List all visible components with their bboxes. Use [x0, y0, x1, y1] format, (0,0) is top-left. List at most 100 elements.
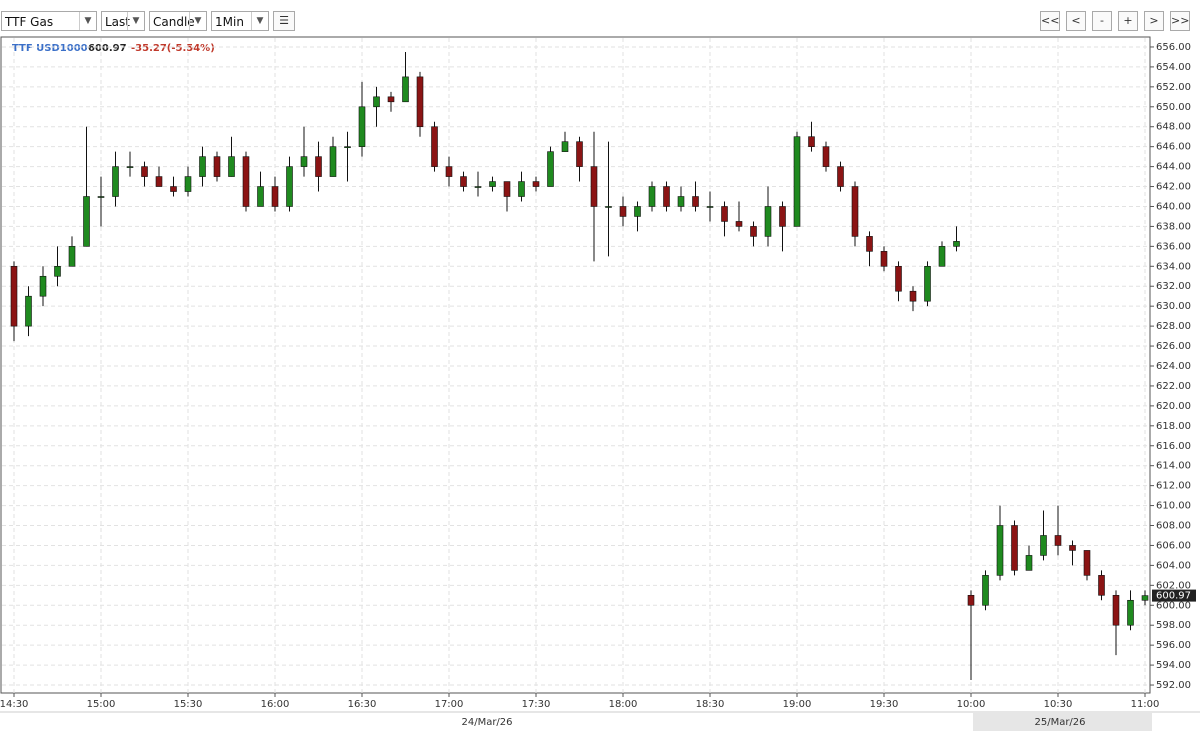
candle-body [967, 594, 975, 606]
candle-body [474, 186, 482, 188]
candle-body [460, 176, 467, 187]
candle-body [286, 166, 293, 207]
candle-body [373, 96, 380, 108]
candle-body [735, 221, 743, 227]
y-tick-label: 604.00 [1156, 560, 1191, 571]
candle-body [257, 186, 264, 207]
candle-body [39, 275, 47, 297]
candle-body [242, 156, 250, 207]
date-label: 25/Mar/26 [1034, 717, 1085, 728]
candle-body [329, 146, 337, 177]
y-tick-label: 618.00 [1156, 421, 1191, 432]
candle-body [692, 196, 699, 207]
candle-body [416, 76, 424, 128]
nav-button[interactable]: + [1118, 11, 1138, 31]
y-tick-label: 642.00 [1156, 182, 1191, 193]
candle-body [170, 186, 177, 192]
y-tick-label: 614.00 [1156, 461, 1191, 472]
candle-body [402, 76, 409, 103]
candle-body [431, 126, 438, 167]
y-tick-label: 654.00 [1156, 62, 1191, 73]
candle-body [141, 166, 148, 177]
candle-body [126, 166, 134, 168]
candle-body [1011, 525, 1018, 571]
candle-body [576, 141, 583, 167]
candle-body [996, 525, 1004, 576]
y-tick-label: 646.00 [1156, 142, 1191, 153]
nav-button[interactable]: < [1066, 11, 1086, 31]
symbol-select[interactable]: TTF Gas ▼ [1, 11, 97, 31]
x-tick-label: 10:30 [1044, 699, 1073, 710]
candle-body [938, 246, 946, 267]
y-tick-label: 594.00 [1156, 660, 1191, 671]
candle-body [909, 290, 917, 302]
x-tick-label: 16:00 [261, 699, 290, 710]
candle-body [1054, 535, 1062, 546]
candle-body [97, 196, 105, 198]
date-label: 24/Mar/26 [461, 717, 512, 728]
y-tick-label: 648.00 [1156, 122, 1191, 133]
table-button[interactable]: ☰ [273, 11, 295, 31]
plot-frame [0, 36, 1151, 694]
x-tick-label: 18:30 [696, 699, 725, 710]
day-band [973, 713, 1152, 731]
candle-body [721, 206, 728, 222]
nav-button[interactable]: >> [1170, 11, 1190, 31]
candle-body [953, 241, 960, 247]
toolbar: TTF Gas ▼ Last ▼ Candle ▼ 1Min ▼ ☰ << < - + > >> [0, 0, 1200, 37]
nav-button[interactable]: > [1144, 11, 1164, 31]
candle-body [634, 206, 641, 217]
candle-body [924, 266, 931, 302]
field-text: Last [105, 15, 130, 29]
y-tick-label: 602.00 [1156, 580, 1191, 591]
candle-body [518, 181, 525, 197]
y-tick-label: 640.00 [1156, 201, 1191, 212]
candle-body [300, 156, 308, 167]
interval-select[interactable]: 1Min ▼ [211, 11, 269, 31]
candle-body [793, 136, 801, 227]
candle-body [648, 186, 656, 207]
candle-body [228, 156, 235, 177]
candle-body [271, 186, 279, 207]
candle-body [184, 176, 192, 192]
y-tick-label: 656.00 [1156, 42, 1191, 53]
y-tick-label: 636.00 [1156, 241, 1191, 252]
candle-body [1112, 594, 1120, 626]
nav-button[interactable]: << [1040, 11, 1060, 31]
candle-body [837, 166, 844, 187]
y-tick-label: 600.00 [1156, 600, 1191, 611]
candle-body [112, 166, 119, 197]
candle-body [619, 206, 627, 217]
candle-body [590, 166, 598, 207]
style-text: Candle [153, 15, 195, 29]
y-tick-label: 606.00 [1156, 540, 1191, 551]
nav-button[interactable]: - [1092, 11, 1112, 31]
last-price-box [1152, 589, 1196, 602]
last-price: 600.97 [88, 43, 127, 54]
x-tick-label: 17:30 [522, 699, 551, 710]
style-select[interactable]: Candle ▼ [149, 11, 207, 31]
y-tick-label: 598.00 [1156, 620, 1191, 631]
field-select[interactable]: Last ▼ [101, 11, 145, 31]
candle-body [83, 196, 90, 247]
candle-body [344, 146, 351, 148]
candle-body [605, 206, 612, 208]
candle-body [895, 266, 902, 292]
y-tick-label: 638.00 [1156, 221, 1191, 232]
candle-body [199, 156, 206, 177]
candle-body [532, 181, 540, 187]
price-change: -35.27(-5.54%) [131, 43, 215, 54]
x-tick-label: 14:30 [0, 699, 28, 710]
candle-body [503, 181, 511, 197]
candle-body [706, 206, 714, 208]
candle-body [489, 181, 496, 187]
candle-body [25, 295, 32, 327]
candle-body [808, 136, 815, 147]
x-tick-label: 15:00 [87, 699, 116, 710]
x-tick-label: 16:30 [348, 699, 377, 710]
candle-body [677, 196, 685, 207]
y-tick-label: 634.00 [1156, 261, 1191, 272]
candle-body [1083, 550, 1091, 576]
y-tick-label: 630.00 [1156, 301, 1191, 312]
